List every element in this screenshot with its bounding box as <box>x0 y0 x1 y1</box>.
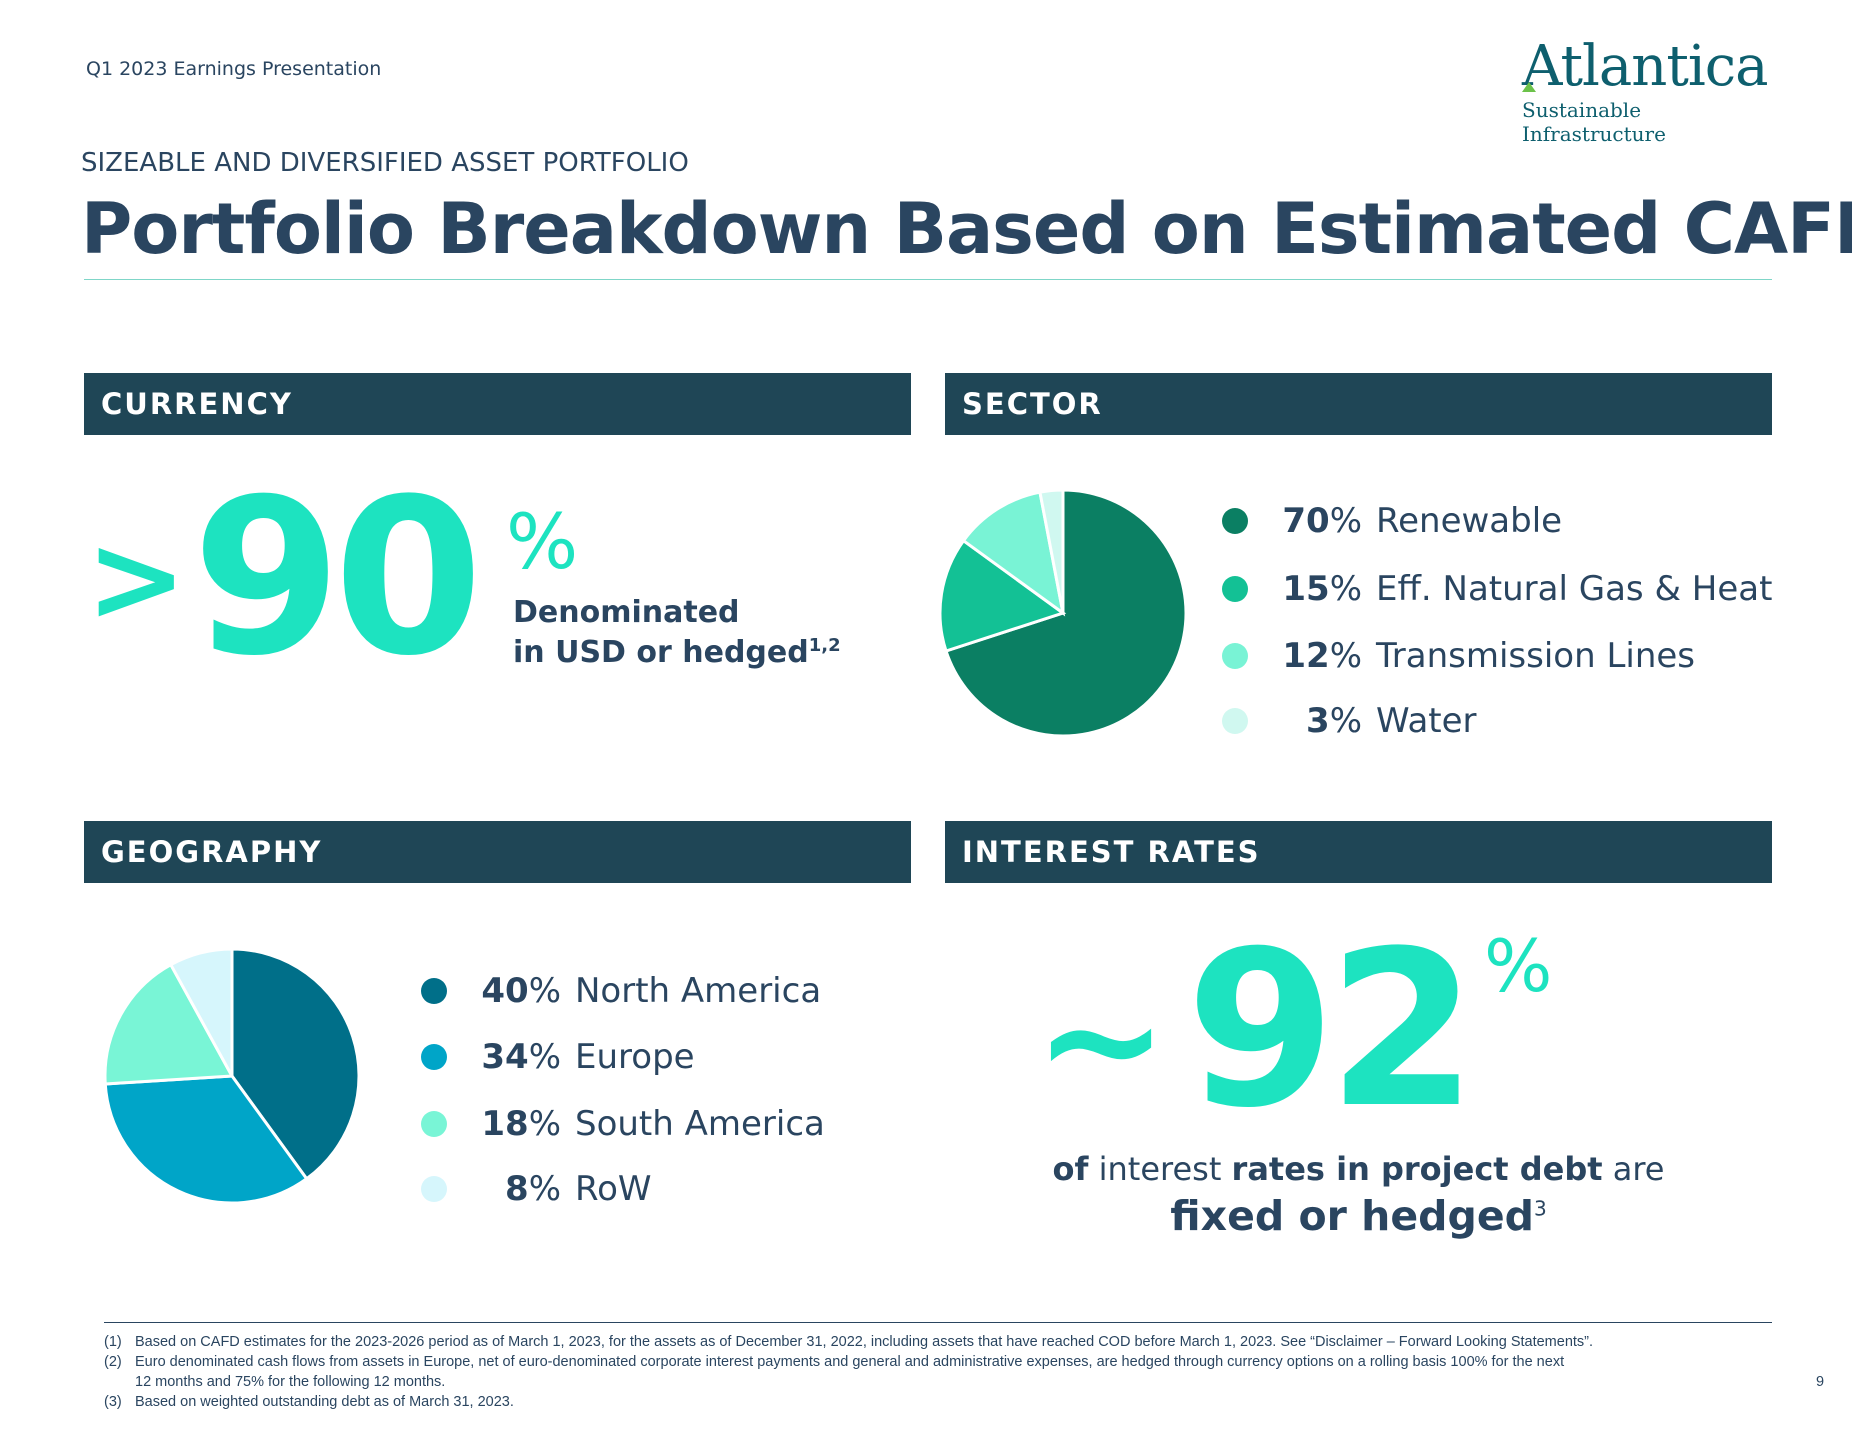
legend-unit: % <box>528 1037 561 1077</box>
atlantica-logo: Atlantica Sustainable Infrastructure <box>1522 36 1774 146</box>
logo-name: Atlantica <box>1522 34 1769 99</box>
currency-value: 90 <box>192 452 483 703</box>
geography-legend-item: 8% RoW <box>421 1169 652 1209</box>
legend-unit: % <box>528 1104 561 1144</box>
footnote-number: (1) <box>104 1334 122 1350</box>
legend-dot-icon <box>1222 576 1248 602</box>
currency-caption: Denominated in USD or hedged1,2 <box>513 596 841 669</box>
legend-value: 34 <box>481 1037 529 1077</box>
legend-dot-icon <box>421 1111 447 1137</box>
interest-caption-line1: of interest rates in project debt are <box>945 1150 1772 1188</box>
legend-dot-icon <box>421 1044 447 1070</box>
legend-label: Eff. Natural Gas & Heat <box>1376 569 1773 609</box>
sector-pie-slice-eff-natural-gas-heat <box>938 538 1067 653</box>
legend-value: 40 <box>481 971 529 1011</box>
caption-rates: rates in project debt <box>1231 1150 1603 1188</box>
caption-of: of <box>1052 1150 1089 1188</box>
footnote-text: Based on weighted outstanding debt as of… <box>135 1394 514 1410</box>
logo-tagline: Sustainable Infrastructure <box>1522 98 1666 146</box>
legend-percent: 15% <box>1258 569 1362 609</box>
title-divider <box>84 279 1772 280</box>
currency-unit: % <box>506 497 579 586</box>
legend-value: 3 <box>1306 701 1330 741</box>
section-subtitle: SIZEABLE AND DIVERSIFIED ASSET PORTFOLIO <box>81 148 689 178</box>
sector-header: SECTOR <box>945 373 1772 435</box>
legend-unit: % <box>528 1169 561 1209</box>
legend-percent: 3% <box>1258 701 1362 741</box>
legend-value: 15 <box>1282 569 1330 609</box>
legend-percent: 8% <box>457 1169 561 1209</box>
interest-unit: % <box>1484 924 1553 1008</box>
legend-dot-icon <box>1222 643 1248 669</box>
legend-label: Europe <box>575 1037 695 1077</box>
legend-label: North America <box>575 971 822 1011</box>
page-number: 9 <box>1816 1374 1825 1390</box>
sector-legend-item: 15% Eff. Natural Gas & Heat <box>1222 569 1772 609</box>
legend-label: Water <box>1376 701 1477 741</box>
footnote-text-cont: 12 months and 75% for the following 12 m… <box>135 1374 446 1390</box>
legend-label: South America <box>575 1104 825 1144</box>
currency-caption-line2: in USD or hedged <box>513 635 809 670</box>
legend-unit: % <box>1329 569 1362 609</box>
interest-caption-line2: fixed or hedged3 <box>945 1192 1772 1240</box>
logo-triangle-icon <box>1522 82 1536 92</box>
legend-unit: % <box>528 971 561 1011</box>
sector-pie-slice-renewable <box>944 488 1188 738</box>
footnote-number: (3) <box>104 1394 122 1410</box>
footnote-divider <box>104 1322 1772 1323</box>
footnote-text: Based on CAFD estimates for the 2023-202… <box>135 1334 1594 1350</box>
legend-label: RoW <box>575 1169 652 1209</box>
footnote-number: (2) <box>104 1354 122 1370</box>
caption-interest: interest <box>1088 1150 1232 1188</box>
legend-percent: 34% <box>457 1037 561 1077</box>
legend-label: Renewable <box>1376 501 1563 541</box>
currency-footnote: 1,2 <box>808 635 841 656</box>
legend-unit: % <box>1329 636 1362 676</box>
legend-dot-icon <box>421 1176 447 1202</box>
legend-value: 18 <box>481 1104 529 1144</box>
legend-dot-icon <box>421 978 447 1004</box>
interest-rates-header: INTEREST RATES <box>945 821 1772 883</box>
geography-pie-slice-south-america <box>103 962 235 1086</box>
page-title: Portfolio Breakdown Based on Estimated C… <box>81 188 1852 270</box>
caption-are: are <box>1602 1150 1665 1188</box>
caption-fixed: fixed or hedged <box>1170 1192 1535 1240</box>
legend-unit: % <box>1329 701 1362 741</box>
interest-value: 92 <box>1186 904 1477 1155</box>
legend-unit: % <box>1329 501 1362 541</box>
sector-legend-item: 12% Transmission Lines <box>1222 636 1695 676</box>
currency-prefix: > <box>86 510 187 649</box>
legend-value: 12 <box>1282 636 1330 676</box>
geography-legend-item: 18% South America <box>421 1104 825 1144</box>
currency-caption-line1: Denominated <box>513 595 740 630</box>
interest-prefix: ~ <box>1034 946 1169 1133</box>
interest-footnote: 3 <box>1534 1196 1547 1221</box>
legend-percent: 70% <box>1258 501 1362 541</box>
sector-legend-item: 3% Water <box>1222 701 1477 741</box>
geography-pie-slice-north-america <box>230 947 361 1181</box>
sector-pie-slice-transmission-lines <box>961 490 1066 617</box>
presentation-label: Q1 2023 Earnings Presentation <box>86 58 382 80</box>
legend-dot-icon <box>1222 508 1248 534</box>
legend-dot-icon <box>1222 708 1248 734</box>
sector-pie-slice-water <box>1038 488 1065 614</box>
legend-percent: 18% <box>457 1104 561 1144</box>
geography-pie-slice-row <box>168 947 234 1077</box>
geography-legend-item: 40% North America <box>421 971 821 1011</box>
legend-percent: 12% <box>1258 636 1362 676</box>
footnote-text: Euro denominated cash flows from assets … <box>135 1354 1565 1370</box>
legend-label: Transmission Lines <box>1376 636 1696 676</box>
geography-legend-item: 34% Europe <box>421 1037 695 1077</box>
legend-value: 8 <box>505 1169 529 1209</box>
currency-header: CURRENCY <box>84 373 911 435</box>
sector-legend-item: 70% Renewable <box>1222 501 1562 541</box>
legend-percent: 40% <box>457 971 561 1011</box>
geography-pie-slice-europe <box>103 1074 309 1205</box>
page-title-text: Portfolio Breakdown Based on Estimated C… <box>81 188 1852 270</box>
geography-header: GEOGRAPHY <box>84 821 911 883</box>
legend-value: 70 <box>1282 501 1330 541</box>
